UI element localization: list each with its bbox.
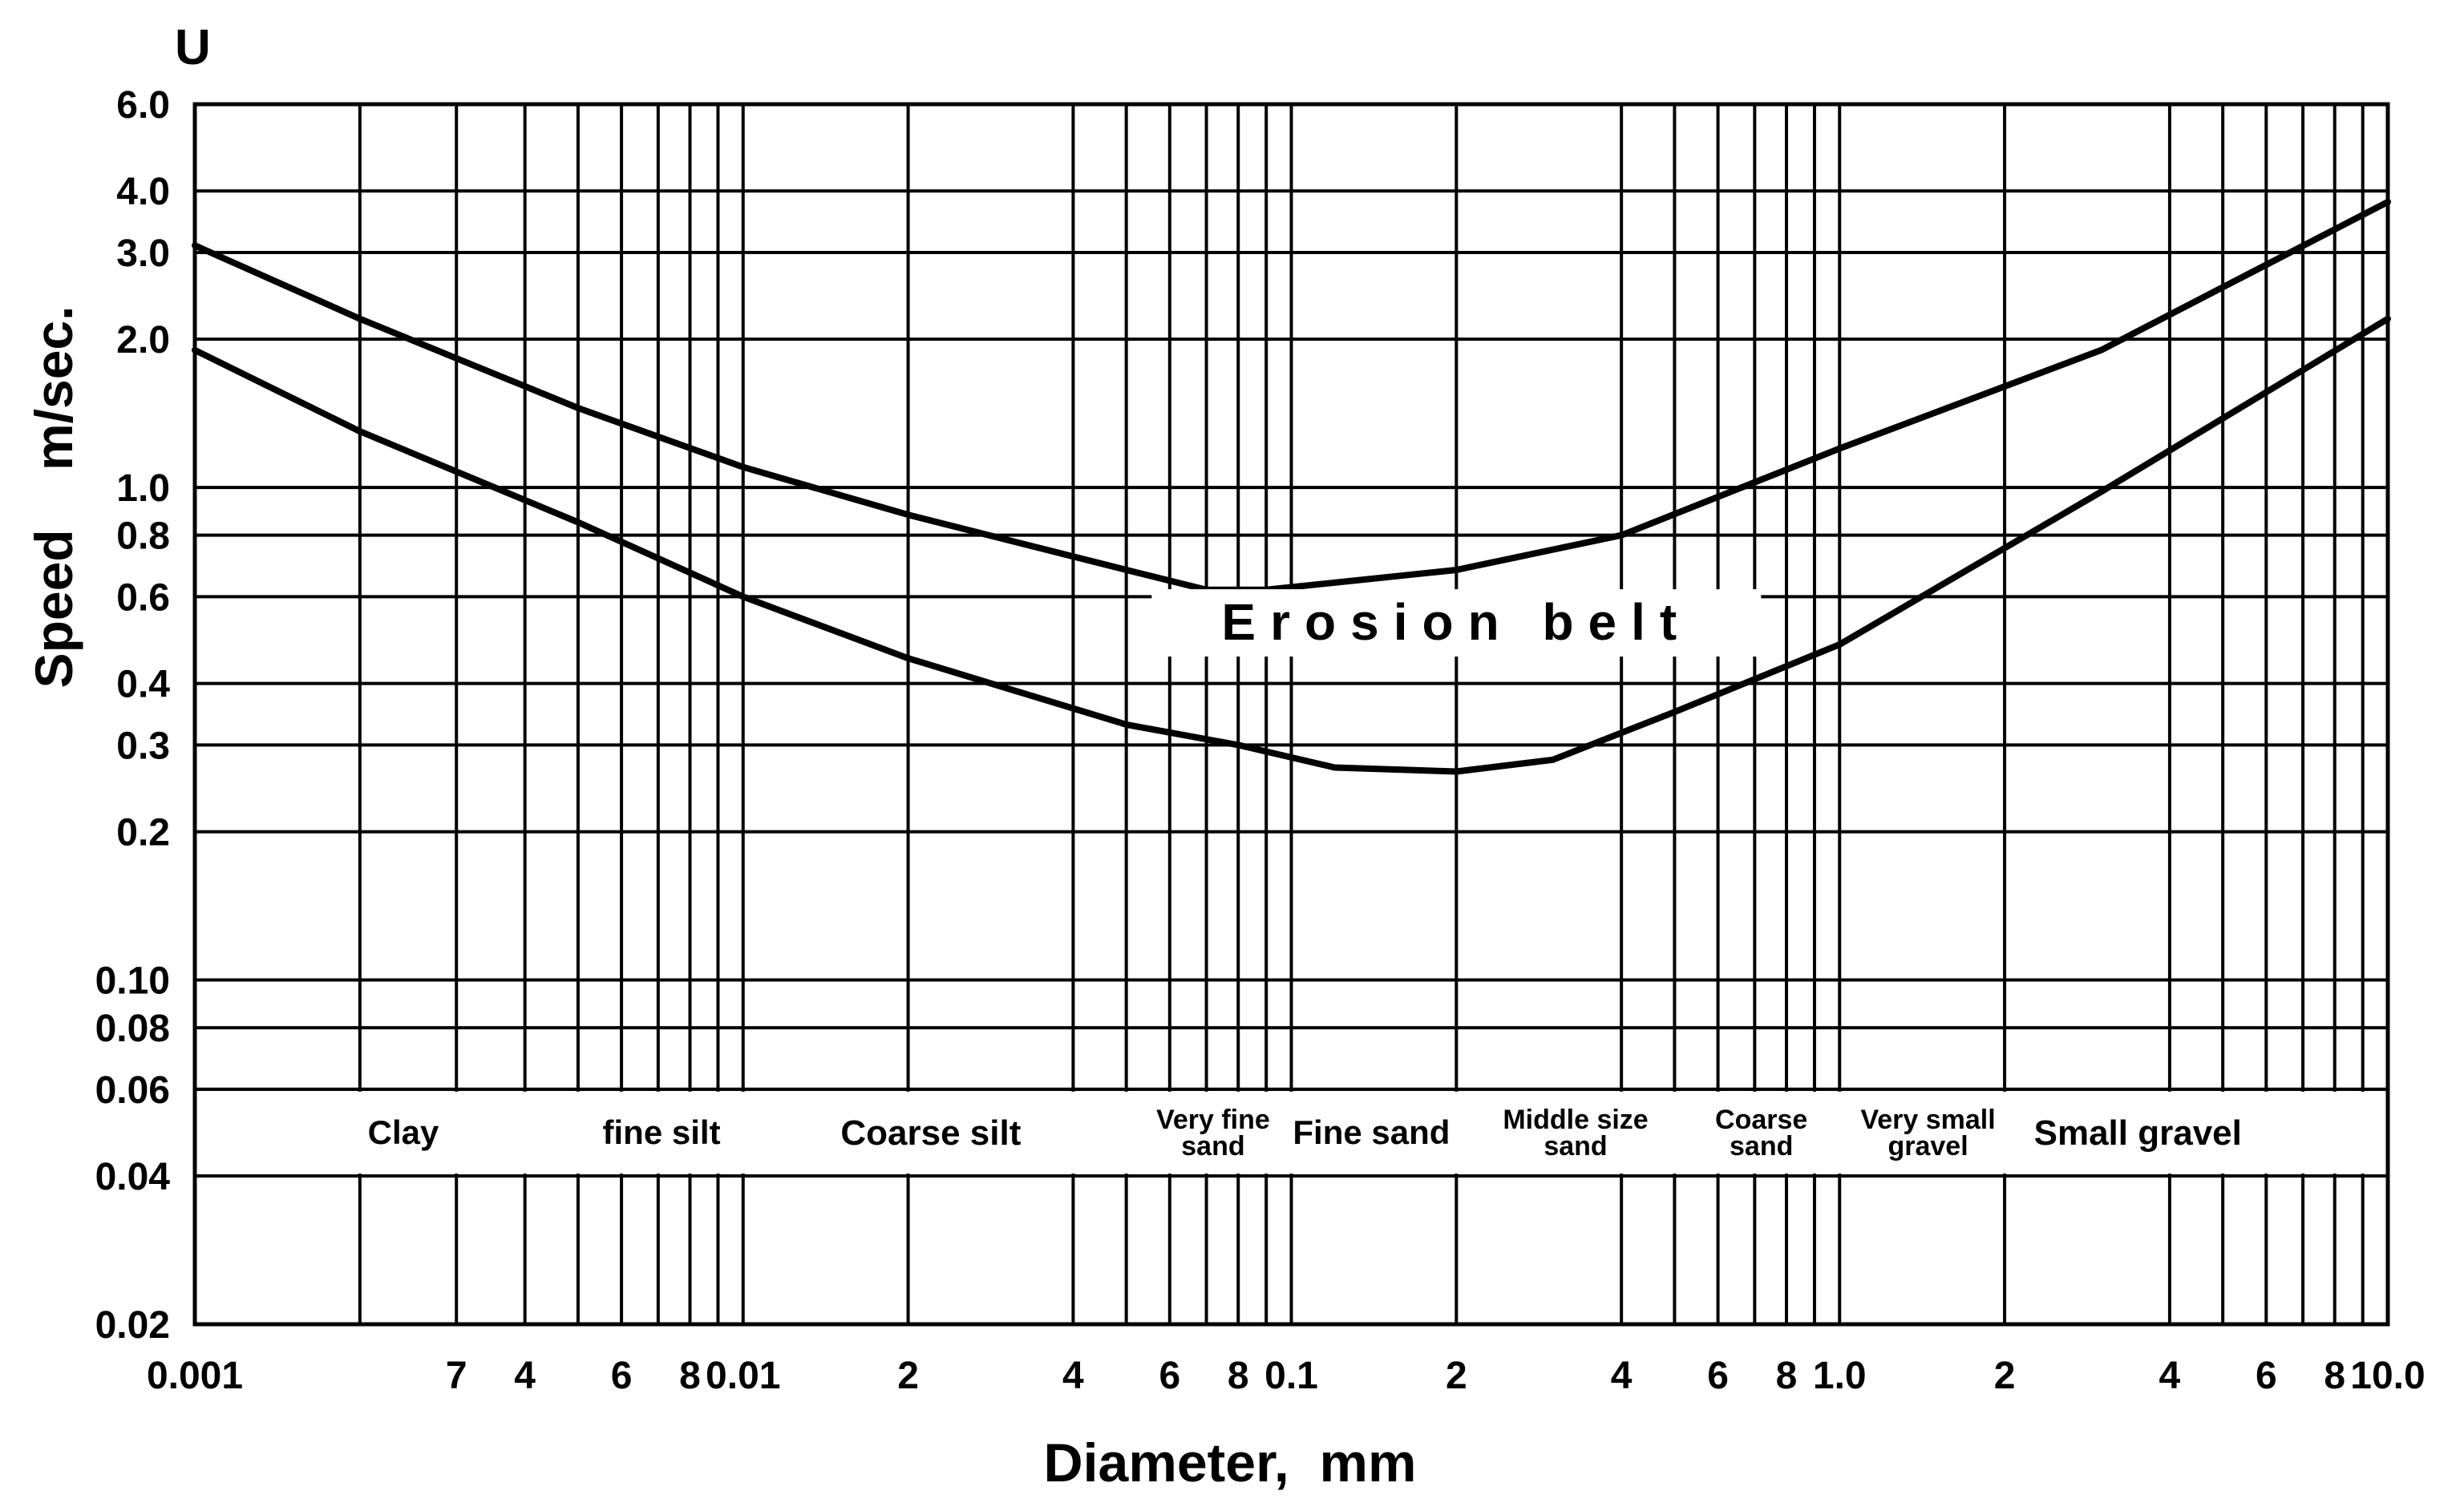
size-class-band: Clay fine silt Coarse silt Very fine sand Fin… xyxy=(195,1087,2388,1178)
x-tick-label: 8 xyxy=(679,1355,701,1397)
size-class-label-line: sand xyxy=(1544,1131,1607,1162)
x-tick-label: 6 xyxy=(2256,1355,2277,1397)
y-tick-label: 0.06 xyxy=(95,1069,170,1112)
size-class-label: Fine sand xyxy=(1293,1113,1450,1151)
x-tick-label: 2 xyxy=(897,1355,919,1397)
size-class-label-background xyxy=(2043,1113,2233,1151)
y-tick-label: 1.0 xyxy=(116,467,170,510)
size-class-label-line: gravel xyxy=(1887,1131,1968,1162)
size-class-label: Very small gravel xyxy=(1860,1105,1995,1162)
x-tick-label: 10.0 xyxy=(2350,1355,2425,1397)
size-class-label-line: Very small xyxy=(1860,1105,1995,1135)
size-class-label-line: Coarse silt xyxy=(840,1113,1021,1153)
y-tick-label: 0.10 xyxy=(95,960,170,1003)
x-tick-label: 8 xyxy=(1776,1355,1798,1397)
y-tick-label: 0.3 xyxy=(116,725,170,767)
size-class-label: Middle size sand xyxy=(1503,1105,1648,1162)
size-class-label: Coarse silt xyxy=(840,1113,1021,1153)
size-class-label-background xyxy=(1488,1099,1664,1166)
x-tick-label: 6 xyxy=(611,1355,633,1397)
size-class-label-line: Fine sand xyxy=(1293,1113,1450,1151)
y-tick-label: 2.0 xyxy=(116,319,170,362)
plot-frame xyxy=(192,102,2390,1327)
size-class-label: Very fine sand xyxy=(1156,1105,1270,1162)
size-class-label-background xyxy=(366,1113,440,1151)
size-class-label-background xyxy=(1847,1099,2009,1166)
x-tick-label: 4 xyxy=(1062,1355,1084,1397)
size-class-label-line: Clay xyxy=(368,1113,439,1151)
size-class-label-line: fine silt xyxy=(603,1113,721,1151)
y-tick-label: 0.4 xyxy=(116,664,170,706)
y-tick-label: 0.02 xyxy=(95,1304,170,1347)
x-tick-label: 8 xyxy=(2324,1355,2345,1397)
size-class-label-line: Very fine xyxy=(1156,1105,1270,1135)
x-tick-label: 8 xyxy=(1228,1355,1249,1397)
x-tick-label: 1.0 xyxy=(1813,1355,1867,1397)
y-tick-label: 0.8 xyxy=(116,515,170,558)
y-tick-label: 0.6 xyxy=(116,576,170,619)
size-class-band-background xyxy=(197,1091,2385,1174)
size-class-label-background xyxy=(589,1113,735,1151)
size-class-label-line: Coarse xyxy=(1715,1105,1807,1135)
size-class-label-background xyxy=(1139,1099,1286,1166)
y-tick-labels: 0.02 0.04 0.06 0.08 0.10 0.2 0.3 0.4 0.6 0.8 1.0 2.… xyxy=(95,84,171,1347)
x-tick-label: 7 xyxy=(446,1355,467,1397)
x-tick-label: 6 xyxy=(1707,1355,1729,1397)
y-tick-label: 4.0 xyxy=(116,171,170,213)
x-tick-label: 4 xyxy=(514,1355,536,1397)
x-tick-label: 0.01 xyxy=(706,1355,780,1397)
erosion-belt-label: Erosion belt xyxy=(1221,593,1691,651)
size-class-label-line: Small gravel xyxy=(2034,1113,2242,1153)
x-tick-label: 6 xyxy=(1159,1355,1180,1397)
size-class-label: Clay xyxy=(368,1113,439,1151)
x-tick-label: 4 xyxy=(2159,1355,2181,1397)
x-tick-labels: 0.001 7 4 6 8 0.01 2 4 6 8 0.1 2 4 6 8 1.0 2 4 6 8 10.0 xyxy=(147,1355,2426,1397)
x-tick-label: 2 xyxy=(1994,1355,2016,1397)
size-class-label-line: sand xyxy=(1730,1131,1793,1162)
size-class-label-line: sand xyxy=(1181,1131,1244,1162)
y-tick-label: 0.2 xyxy=(116,812,170,855)
y-tick-label: 6.0 xyxy=(116,84,170,127)
lower-velocity-curve xyxy=(192,315,2391,775)
corner-label: U xyxy=(175,20,211,75)
size-class-label: fine silt xyxy=(603,1113,721,1151)
size-class-label-background xyxy=(1709,1099,1813,1166)
x-tick-label: 0.001 xyxy=(147,1355,243,1397)
y-tick-label: 3.0 xyxy=(116,232,170,275)
x-tick-label: 0.1 xyxy=(1264,1355,1318,1397)
size-class-label-background xyxy=(843,1113,1018,1151)
size-class-label-background xyxy=(1298,1113,1445,1151)
labels: Erosion belt xyxy=(1151,589,1762,657)
x-tick-label: 4 xyxy=(1611,1355,1633,1397)
y-axis-label: Speed m/sec. xyxy=(24,306,83,689)
x-axis-label: Diameter, mm xyxy=(1044,1432,1417,1493)
annotation-background xyxy=(1151,589,1762,657)
y-tick-label: 0.04 xyxy=(95,1156,171,1198)
y-tick-label: 0.08 xyxy=(95,1008,170,1050)
x-tick-label: 2 xyxy=(1446,1355,1467,1397)
size-class-label: Coarse sand xyxy=(1715,1105,1807,1162)
size-class-label-line: Middle size xyxy=(1503,1105,1648,1135)
size-class-label: Small gravel xyxy=(2034,1113,2242,1153)
